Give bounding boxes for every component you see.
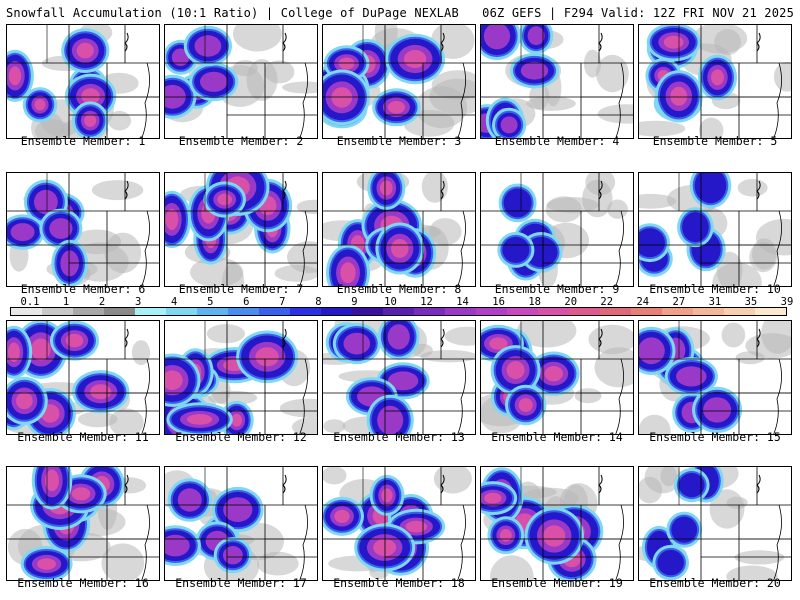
ensemble-member-label: Ensemble Member: 3 — [336, 134, 462, 148]
colorbar-tick-label: 24 — [636, 296, 650, 308]
colorbar-swatch — [383, 308, 414, 315]
ensemble-member-label: Ensemble Member: 13 — [333, 430, 465, 444]
ensemble-member-label: Ensemble Member: 6 — [20, 282, 146, 296]
colorbar-tick-label: 7 — [279, 296, 286, 308]
member-map-panel — [480, 320, 634, 435]
member-map-panel — [480, 466, 634, 581]
ensemble-member-label: Ensemble Member: 2 — [178, 134, 304, 148]
colorbar-tick-label: 0.1 — [20, 296, 40, 308]
ensemble-member-label: Ensemble Member: 17 — [175, 576, 307, 590]
colorbar-tick-label: 2 — [98, 296, 106, 308]
colorbar-swatch — [414, 308, 445, 315]
ensemble-member-label: Ensemble Member: 1 — [20, 134, 146, 148]
member-map-panel — [322, 172, 476, 287]
ensemble-member-label: Ensemble Member: 14 — [491, 430, 623, 444]
member-map-panel — [164, 172, 318, 287]
ensemble-member-label: Ensemble Member: 11 — [17, 430, 149, 444]
colorbar-tick-label: 12 — [420, 296, 433, 308]
colorbar-swatch — [352, 308, 383, 315]
member-map-panel — [6, 172, 160, 287]
member-map-panel — [6, 24, 160, 139]
colorbar-swatch — [166, 308, 197, 315]
member-map-panel — [638, 466, 792, 581]
snowfall-colorbar — [10, 307, 787, 316]
colorbar-swatch — [600, 308, 631, 315]
run-valid-time: 06Z GEFS | F294 Valid: 12Z FRI NOV 21 20… — [482, 6, 794, 20]
colorbar-tick-label: 14 — [456, 296, 469, 308]
member-map-panel — [480, 172, 634, 287]
ensemble-member-label: Ensemble Member: 8 — [336, 282, 462, 296]
colorbar-swatch — [73, 308, 104, 315]
colorbar-swatch — [197, 308, 228, 315]
ensemble-member-label: Ensemble Member: 12 — [175, 430, 307, 444]
ensemble-member-label: Ensemble Member: 5 — [652, 134, 778, 148]
member-map-panel — [6, 466, 160, 581]
colorbar-labels: 0.1 1 2 3 4 5 6 7 8 9 10 12 14 16 18 20 22 24 27 31 35 39 — [10, 296, 794, 308]
colorbar-swatch — [476, 308, 507, 315]
ensemble-member-label: Ensemble Member: 9 — [494, 282, 620, 296]
member-map-panel — [322, 24, 476, 139]
colorbar-tick-label: 4 — [171, 296, 178, 308]
colorbar-tick-label: 27 — [672, 296, 686, 308]
member-map-panel — [164, 466, 318, 581]
colorbar-tick-label: 10 — [384, 296, 397, 308]
colorbar-tick-label: 18 — [528, 296, 541, 308]
colorbar-swatch — [42, 308, 73, 315]
colorbar-tick-label: 39 — [780, 296, 794, 308]
member-map-panel — [638, 320, 792, 435]
ensemble-member-label: Ensemble Member: 10 — [649, 282, 781, 296]
ensemble-member-label: Ensemble Member: 4 — [494, 134, 620, 148]
colorbar-tick-label: 22 — [600, 296, 614, 308]
colorbar-swatch — [662, 308, 693, 315]
ensemble-member-label: Ensemble Member: 18 — [333, 576, 465, 590]
colorbar-tick-label: 3 — [134, 296, 142, 308]
member-map-panel — [322, 466, 476, 581]
colorbar-tick-label: 16 — [492, 296, 505, 308]
member-map-panel — [164, 24, 318, 139]
colorbar-tick-label: 6 — [243, 296, 250, 308]
member-map-panel — [322, 320, 476, 435]
colorbar-tick-label: 8 — [315, 296, 322, 308]
colorbar-tick-label: 35 — [744, 296, 758, 308]
colorbar-swatch — [259, 308, 290, 315]
colorbar-swatch — [11, 308, 42, 315]
member-map-panel — [164, 320, 318, 435]
colorbar-tick-label: 31 — [708, 296, 722, 308]
colorbar-swatch — [104, 308, 135, 315]
ensemble-member-label: Ensemble Member: 19 — [491, 576, 623, 590]
colorbar-swatch — [321, 308, 352, 315]
colorbar-swatch — [631, 308, 662, 315]
colorbar-swatch — [693, 308, 724, 315]
ensemble-member-label: Ensemble Member: 16 — [17, 576, 149, 590]
colorbar-swatch — [538, 308, 569, 315]
colorbar-tick-label: 1 — [62, 296, 70, 308]
colorbar-swatch — [290, 308, 321, 315]
colorbar-tick-label: 20 — [564, 296, 578, 308]
colorbar-swatch — [445, 308, 476, 315]
colorbar-swatch — [135, 308, 166, 315]
member-map-panel — [638, 24, 792, 139]
ensemble-member-label: Ensemble Member: 7 — [178, 282, 304, 296]
member-map-panel — [638, 172, 792, 287]
member-map-panel — [480, 24, 634, 139]
colorbar-swatch — [569, 308, 600, 315]
colorbar-swatch — [724, 308, 755, 315]
ensemble-member-label: Ensemble Member: 20 — [649, 576, 781, 590]
member-map-panel — [6, 320, 160, 435]
colorbar-swatch — [755, 308, 786, 315]
ensemble-member-label: Ensemble Member: 15 — [649, 430, 781, 444]
colorbar-swatch — [507, 308, 538, 315]
colorbar-tick-label: 9 — [351, 296, 358, 308]
chart-title: Snowfall Accumulation (10:1 Ratio) | Col… — [6, 6, 459, 20]
colorbar-swatch — [228, 308, 259, 315]
colorbar-tick-label: 5 — [207, 296, 214, 308]
